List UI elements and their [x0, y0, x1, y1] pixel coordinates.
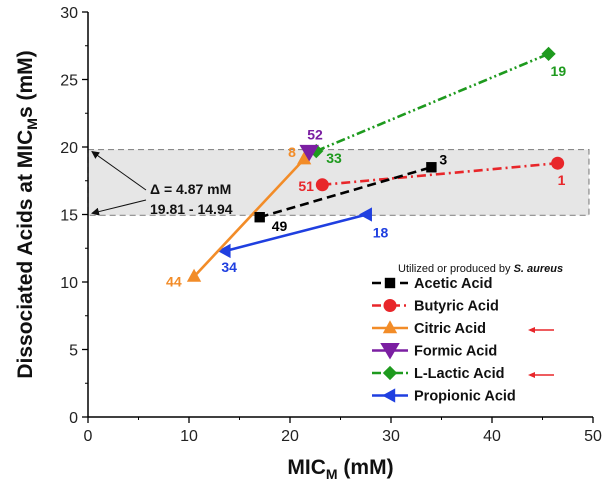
y-tick-label: 30: [60, 5, 78, 22]
data-label-butyric-acid: 1: [558, 172, 566, 188]
data-label-formic-acid: 52: [307, 126, 323, 142]
data-label-acetic-acid: 3: [439, 151, 447, 167]
legend-marker: [383, 299, 397, 312]
data-point-butyric-acid: [551, 156, 565, 170]
data-label-citric-acid: 8: [288, 144, 296, 160]
legend-marker: [380, 343, 400, 360]
series-layer: 34 18 44 8 51 1 33 19 49 3 52: [166, 46, 567, 290]
series-citric-acid: 44 8: [166, 144, 312, 290]
x-tick-label: 30: [382, 428, 400, 445]
x-tick-label: 10: [180, 428, 198, 445]
y-tick-label: 15: [60, 208, 78, 225]
band-lower-arrow: [91, 199, 147, 216]
series-line-acetic-acid: [259, 166, 432, 219]
series-butyric-acid: 51 1: [298, 156, 566, 194]
data-point-acetic-acid: [426, 162, 437, 173]
x-tick-label: 50: [584, 428, 602, 445]
data-point-formic-acid: [299, 144, 319, 162]
legend-title: Utilized or produced by S. aureus: [398, 263, 563, 275]
legend-label: Formic Acid: [414, 344, 497, 360]
series-propionic-acid: 34 18: [217, 207, 389, 275]
series-l-lactic-acid: 33 19: [309, 46, 567, 166]
band-annotation-range: 19.81 - 14.94: [150, 201, 233, 217]
data-label-butyric-acid: 51: [298, 178, 314, 194]
data-label-l-lactic-acid: 33: [326, 150, 342, 166]
series-line-l-lactic-acid: [315, 52, 550, 153]
series-acetic-acid: 49 3: [254, 151, 447, 234]
series-line-citric-acid: [193, 158, 306, 278]
annotation-layer: Δ = 4.87 mM 19.81 - 14.94: [91, 150, 233, 217]
x-axis-title: MICM (mM): [287, 456, 393, 482]
x-tick-label: 0: [84, 428, 93, 445]
y-tick-label: 0: [69, 410, 78, 427]
y-tick-label: 25: [60, 73, 78, 90]
series-formic-acid: 52: [299, 126, 323, 162]
series-line-propionic-acid: [225, 213, 368, 253]
legend-item-formic-acid: Formic Acid: [372, 343, 497, 360]
legend-item-citric-acid: Citric Acid: [372, 320, 554, 337]
legend-marker: [382, 365, 398, 381]
axes-layer: 0 10 20 30 40 50 0 5 10 15 20 25 30: [60, 5, 602, 445]
data-point-butyric-acid: [315, 178, 329, 192]
y-tick-label: 5: [69, 343, 78, 360]
legend-item-propionic-acid: Propionic Acid: [372, 388, 516, 405]
legend-label: L-Lactic Acid: [414, 366, 505, 382]
y-tick-label: 20: [60, 140, 78, 157]
legend-label: Propionic Acid: [414, 389, 516, 405]
data-point-l-lactic-acid: [541, 46, 556, 61]
x-tick-label: 20: [281, 428, 299, 445]
data-point-acetic-acid: [254, 212, 265, 223]
legend-item-l-lactic-acid: L-Lactic Acid: [372, 365, 554, 382]
highlight-arrow-head: [528, 372, 535, 378]
legend-marker: [382, 388, 396, 403]
x-tick-label: 40: [483, 428, 501, 445]
data-point-propionic-acid: [217, 243, 231, 259]
data-label-l-lactic-acid: 19: [551, 63, 567, 79]
legend-label: Citric Acid: [414, 321, 486, 337]
y-tick-label: 10: [60, 275, 78, 292]
data-point-citric-acid: [186, 268, 202, 282]
legend-label: Acetic Acid: [414, 276, 492, 292]
legend-item-acetic-acid: Acetic Acid: [372, 276, 492, 292]
data-label-citric-acid: 44: [166, 274, 182, 290]
highlight-arrow-head: [528, 327, 535, 333]
data-label-acetic-acid: 49: [272, 218, 288, 234]
band-layer: [87, 148, 590, 216]
series-line-butyric-acid: [322, 161, 558, 187]
band-upper-arrow: [91, 150, 147, 191]
band-annotation-delta: Δ = 4.87 mM: [150, 181, 231, 197]
legend: Utilized or produced by S. aureus Acetic…: [372, 263, 563, 405]
legend-marker: [384, 277, 396, 289]
data-label-propionic-acid: 34: [221, 259, 237, 275]
legend-marker: [382, 320, 398, 334]
y-axis-title: Dissociated Acids at MICMs (mM): [14, 50, 40, 378]
data-point-propionic-acid: [358, 207, 372, 222]
threshold-band: [87, 148, 590, 216]
legend-item-butyric-acid: Butyric Acid: [372, 299, 499, 315]
data-point-citric-acid: [296, 151, 312, 165]
data-label-propionic-acid: 18: [373, 225, 389, 241]
legend-label: Butyric Acid: [414, 299, 499, 315]
